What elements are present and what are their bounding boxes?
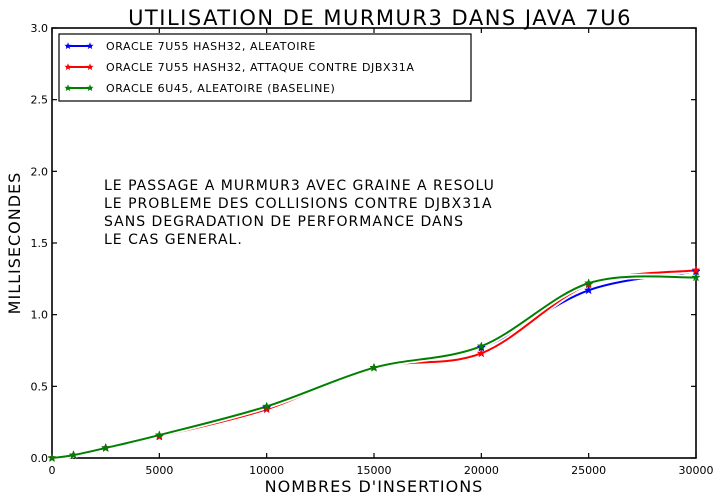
legend-box bbox=[58, 33, 472, 102]
legend-swatch-marker bbox=[64, 42, 72, 50]
y-tick-label: 3.0 bbox=[31, 22, 49, 35]
annotation-line: le cas general. bbox=[104, 232, 243, 248]
legend-swatch-marker bbox=[86, 63, 94, 71]
legend-swatch-marker bbox=[86, 42, 94, 50]
legend-swatch-marker bbox=[64, 84, 72, 92]
x-tick-label: 10000 bbox=[249, 464, 284, 477]
legend-label: Oracle 6u45, aleatoire (baseline) bbox=[106, 82, 335, 95]
x-tick-label: 30000 bbox=[679, 464, 714, 477]
x-axis: 0 5000 10000 15000 20000 25000 30000 bbox=[49, 28, 714, 477]
data-point bbox=[47, 453, 57, 462]
annotation-line: sans degradation de performance dans bbox=[104, 214, 464, 230]
data-point bbox=[261, 401, 272, 411]
y-tick-label: 1.5 bbox=[31, 237, 49, 250]
data-point bbox=[691, 265, 701, 275]
data-point bbox=[100, 443, 111, 452]
legend-swatch-marker bbox=[86, 84, 94, 92]
y-tick-label: 0.0 bbox=[31, 452, 49, 465]
data-point bbox=[476, 348, 487, 358]
y-tick-label: 1.0 bbox=[31, 309, 49, 322]
legend: Oracle 7u55 Hash32, aleatoire Oracle 7u55… bbox=[58, 33, 472, 102]
data-point bbox=[583, 278, 594, 288]
data-point bbox=[68, 450, 79, 460]
y-axis: 0.0 0.5 1.0 1.5 2.0 2.5 3.0 bbox=[31, 22, 696, 465]
legend-label: Oracle 7u55 Hash32, aleatoire bbox=[106, 40, 316, 53]
annotation-block: Le passage a MurmUr3 avec graine a resol… bbox=[104, 178, 495, 248]
data-point bbox=[154, 430, 165, 440]
legend-swatch-marker bbox=[64, 63, 72, 71]
y-tick-label: 2.0 bbox=[31, 165, 49, 178]
data-point bbox=[691, 272, 701, 282]
data-point bbox=[369, 362, 379, 372]
legend-label: Oracle 7u55 Hash32, attaque contre DJBX3… bbox=[106, 61, 414, 74]
data-point bbox=[583, 285, 594, 295]
x-axis-label: Nombres d'insertions bbox=[265, 477, 484, 496]
series-lines bbox=[51, 267, 697, 461]
x-tick-label: 15000 bbox=[357, 464, 392, 477]
y-tick-label: 0.5 bbox=[31, 380, 49, 393]
series-markers bbox=[47, 265, 701, 462]
series-line bbox=[51, 275, 697, 459]
annotation-line: Le passage a MurmUr3 avec graine a resol… bbox=[104, 178, 495, 194]
x-tick-label: 25000 bbox=[571, 464, 606, 477]
x-tick-label: 0 bbox=[49, 464, 56, 477]
data-point bbox=[261, 404, 272, 414]
x-tick-label: 20000 bbox=[464, 464, 499, 477]
chart-title: Utilisation de MurmUr3 dans Java 7u6 bbox=[128, 6, 632, 30]
y-axis-label: Millisecondes bbox=[5, 172, 24, 315]
data-point bbox=[476, 341, 487, 351]
annotation-line: le probleme des collisions contre DJBX31… bbox=[104, 196, 493, 212]
y-tick-label: 2.5 bbox=[31, 94, 49, 107]
x-tick-label: 5000 bbox=[145, 464, 173, 477]
